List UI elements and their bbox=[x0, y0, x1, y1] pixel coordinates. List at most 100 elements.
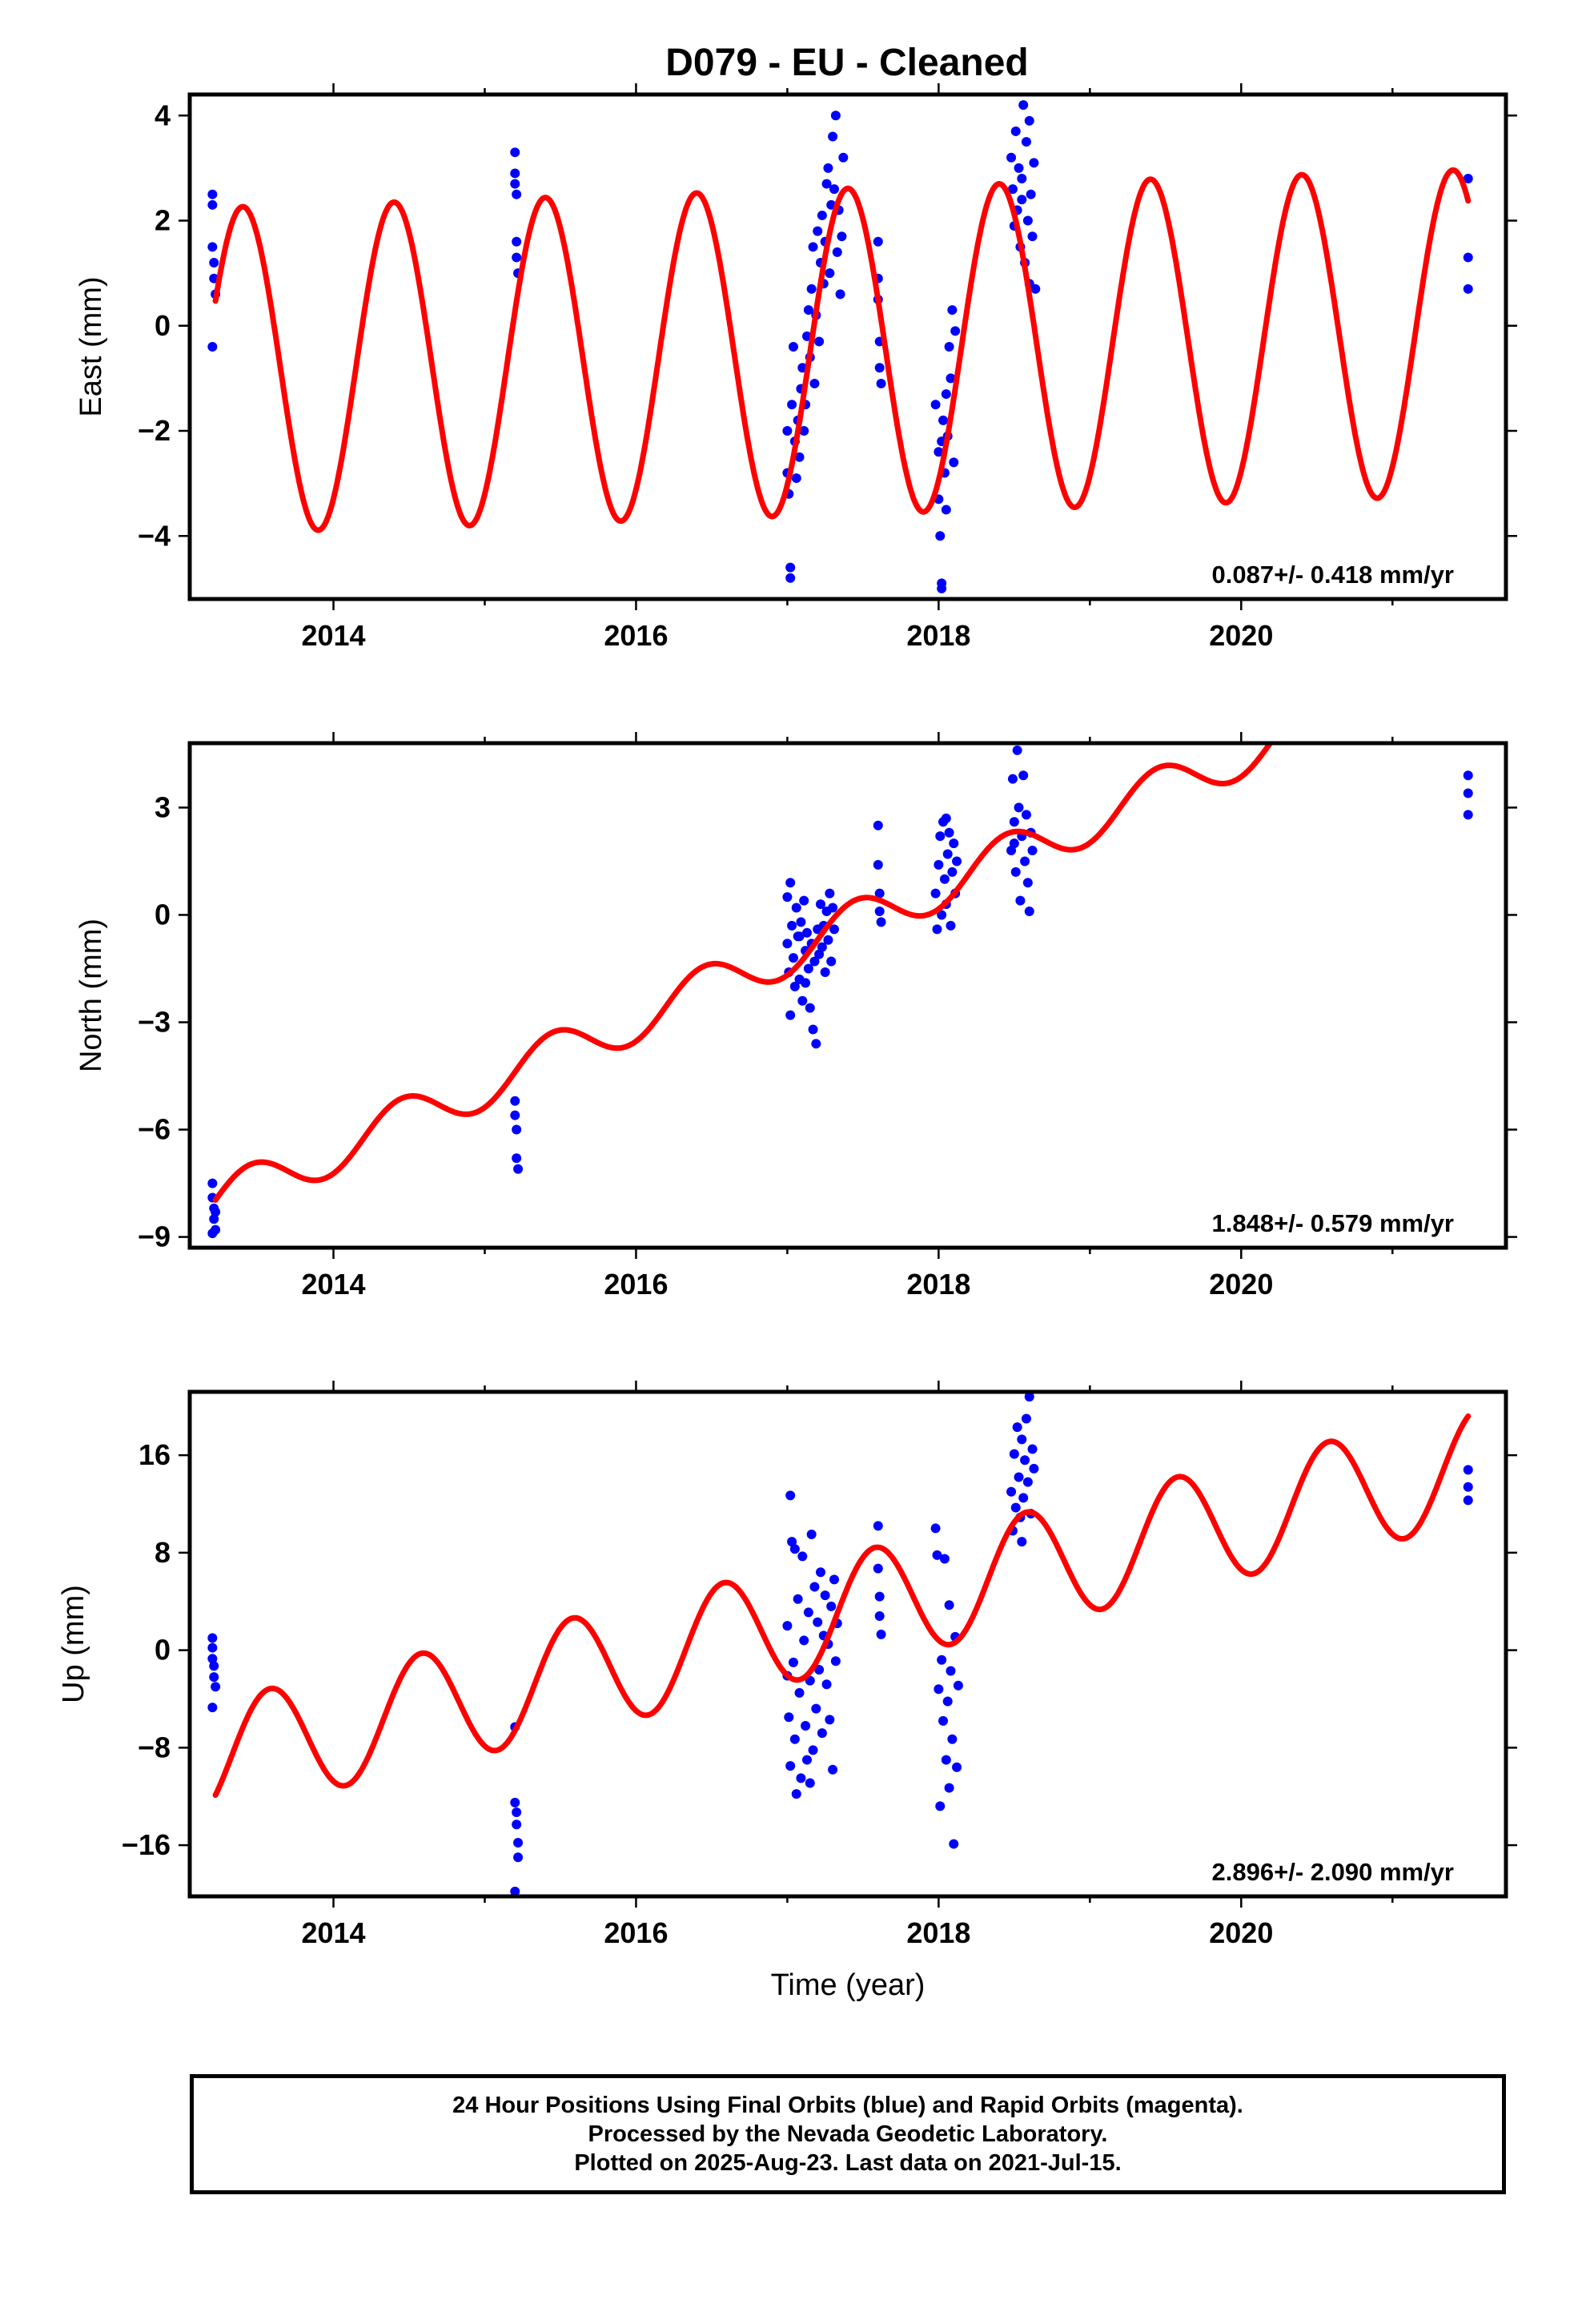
data-point bbox=[801, 978, 811, 988]
data-point bbox=[817, 942, 827, 952]
data-point bbox=[1006, 152, 1017, 163]
y-tick-label: −3 bbox=[138, 1006, 171, 1039]
x-tick-label: 2016 bbox=[604, 619, 668, 652]
data-point bbox=[811, 1039, 821, 1049]
model-fit-line bbox=[212, 1413, 1472, 1799]
data-point bbox=[934, 1684, 944, 1695]
plot-frame bbox=[187, 92, 1508, 601]
data-point bbox=[1020, 856, 1030, 866]
data-point bbox=[510, 179, 520, 189]
chart-title: D079 - EU - Cleaned bbox=[665, 42, 1028, 84]
data-point bbox=[207, 1178, 218, 1188]
data-point bbox=[932, 1550, 942, 1560]
y-tick-label: 4 bbox=[155, 99, 171, 131]
data-point bbox=[1022, 215, 1033, 226]
data-point bbox=[937, 910, 947, 920]
data-point bbox=[1027, 846, 1038, 856]
data-point bbox=[813, 226, 823, 236]
data-point bbox=[510, 1886, 520, 1896]
data-point bbox=[784, 1712, 794, 1723]
data-point bbox=[789, 1734, 800, 1744]
data-point bbox=[1007, 184, 1018, 195]
data-point bbox=[930, 1523, 941, 1534]
y-tick-label: 0 bbox=[155, 309, 171, 342]
data-point bbox=[837, 231, 847, 242]
x-tick-label: 2014 bbox=[301, 619, 365, 652]
data-point bbox=[950, 326, 961, 336]
x-tick-label: 2016 bbox=[604, 1268, 668, 1301]
data-point bbox=[821, 179, 832, 189]
data-point bbox=[512, 1153, 522, 1164]
data-point bbox=[209, 1661, 219, 1671]
y-tick-label: 2 bbox=[155, 204, 171, 237]
data-point bbox=[806, 283, 817, 294]
data-point bbox=[207, 1703, 218, 1713]
data-point bbox=[811, 1703, 821, 1714]
rate-label: 1.848+/- 0.579 mm/yr bbox=[1212, 1209, 1454, 1237]
panel-up: 2014 2016 2018 2020 −16 −8 0 8 16 Up (mm) Time (ye… bbox=[57, 1381, 1517, 2002]
data-point bbox=[785, 1761, 796, 1771]
data-point bbox=[801, 1755, 812, 1765]
data-point bbox=[873, 236, 883, 247]
data-point bbox=[1029, 1463, 1039, 1474]
data-point bbox=[512, 189, 522, 199]
data-point bbox=[209, 1214, 219, 1224]
data-point bbox=[1463, 1495, 1473, 1506]
data-point bbox=[1021, 810, 1031, 820]
data-point bbox=[1029, 158, 1039, 168]
data-point bbox=[941, 1755, 951, 1765]
footer-note: 24 Hour Positions Using Final Orbits (bl… bbox=[190, 2074, 1506, 2194]
data-point bbox=[211, 1207, 221, 1217]
data-point bbox=[1012, 1422, 1022, 1433]
data-point bbox=[813, 1617, 823, 1627]
data-point bbox=[785, 562, 796, 573]
data-point bbox=[1463, 1465, 1473, 1475]
x-tick-label: 2014 bbox=[301, 1916, 365, 1949]
data-point bbox=[1463, 252, 1473, 263]
data-point bbox=[785, 878, 796, 888]
rate-label: 0.087+/- 0.418 mm/yr bbox=[1212, 561, 1454, 589]
data-point bbox=[1017, 1537, 1027, 1547]
data-point bbox=[805, 1003, 815, 1013]
data-point bbox=[828, 1764, 838, 1775]
data-point bbox=[1017, 1434, 1027, 1445]
data-point bbox=[814, 336, 825, 347]
data-point bbox=[794, 452, 805, 462]
data-point bbox=[1009, 1449, 1019, 1459]
data-point bbox=[1012, 745, 1022, 755]
y-tick-label: 16 bbox=[139, 1438, 171, 1471]
y-axis-label: East (mm) bbox=[74, 276, 108, 416]
data-point bbox=[830, 1656, 841, 1667]
data-point bbox=[809, 1582, 820, 1592]
data-point bbox=[803, 963, 813, 974]
data-point bbox=[941, 813, 951, 823]
y-tick-label: 0 bbox=[155, 898, 171, 931]
data-point bbox=[873, 1563, 883, 1574]
data-point bbox=[1024, 115, 1034, 126]
data-point bbox=[952, 1762, 962, 1772]
data-point bbox=[817, 210, 827, 220]
data-point bbox=[823, 163, 833, 173]
data-point bbox=[930, 888, 941, 899]
x-tick-label: 2018 bbox=[906, 1916, 970, 1949]
data-point bbox=[808, 1024, 818, 1035]
data-point bbox=[1010, 126, 1021, 136]
data-point bbox=[952, 856, 962, 866]
data-point bbox=[825, 1715, 835, 1725]
plot-area bbox=[207, 743, 1473, 1239]
y-tick-label: −16 bbox=[122, 1828, 171, 1861]
data-point bbox=[873, 1521, 883, 1531]
data-point bbox=[789, 981, 800, 991]
data-point bbox=[799, 895, 809, 906]
data-point bbox=[1463, 174, 1473, 183]
data-point bbox=[799, 1635, 809, 1646]
data-point bbox=[1022, 878, 1033, 888]
data-point bbox=[949, 1839, 959, 1849]
data-point bbox=[949, 457, 959, 468]
panel-north: 2014 2016 2018 2020 −9 −6 −3 0 3 North (mm) 1.848+… bbox=[74, 732, 1517, 1301]
data-point bbox=[946, 1666, 956, 1676]
rate-label: 2.896+/- 2.090 mm/yr bbox=[1212, 1858, 1454, 1886]
x-tick-label: 2018 bbox=[906, 1268, 970, 1301]
footer-line-2: Processed by the Nevada Geodetic Laborat… bbox=[588, 2121, 1108, 2147]
